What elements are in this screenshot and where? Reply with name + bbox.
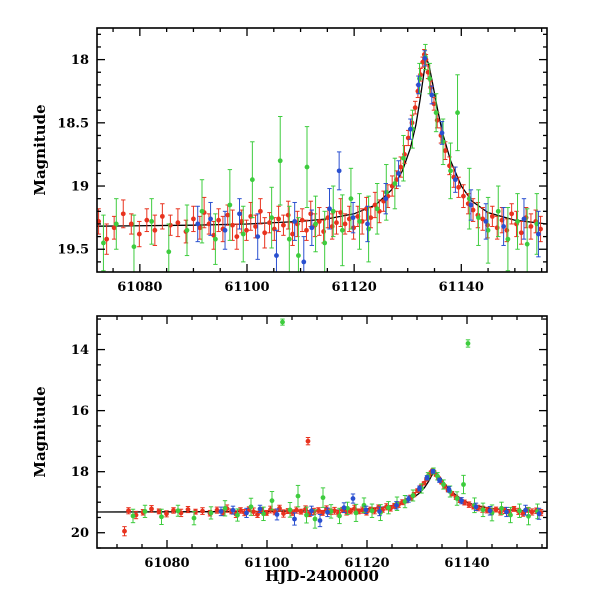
y-tick-label: 20 (71, 526, 89, 541)
panel-top: 61080 61100 61120 61140 18 18.5 19 19.5 (57, 27, 548, 295)
data-layer (97, 43, 547, 272)
panel-frame (96, 315, 548, 549)
x-tick-label: 61080 (144, 556, 189, 571)
y-tick-label: 18 (71, 465, 89, 480)
ticks (97, 28, 547, 272)
model-curve (97, 57, 547, 227)
series-green (130, 318, 540, 529)
data-layer (97, 318, 547, 537)
x-tick-label: 61080 (117, 280, 162, 295)
y-tick-label: 16 (71, 404, 89, 419)
y-axis-label-bottom: Magnitude (31, 386, 49, 478)
y-tick-label: 18 (71, 53, 89, 68)
x-tick-label: 61140 (439, 280, 484, 295)
x-tick-label: 61140 (444, 556, 489, 571)
ticks (97, 316, 547, 549)
series-red (122, 436, 544, 537)
panel-bottom: 61080 61100 61120 61140 14 16 18 20 (71, 315, 548, 571)
series-red (97, 48, 543, 255)
x-tick-label: 61100 (244, 556, 289, 571)
series-blue (195, 50, 541, 272)
model-curve (97, 470, 547, 513)
y-tick-label: 19 (71, 180, 89, 195)
y-tick-label: 18.5 (57, 116, 89, 131)
panel-frame (96, 27, 548, 273)
x-tick-label: 61120 (344, 556, 389, 571)
y-axis-label-top: Magnitude (31, 104, 49, 196)
x-tick-label: 61100 (224, 280, 269, 295)
y-tick-label: 19.5 (57, 243, 89, 258)
y-tick-label: 14 (71, 343, 89, 358)
series-green (101, 43, 540, 272)
x-tick-label: 61120 (332, 280, 377, 295)
x-axis-label: HJD-2400000 (265, 567, 379, 585)
series-blue (218, 468, 542, 528)
